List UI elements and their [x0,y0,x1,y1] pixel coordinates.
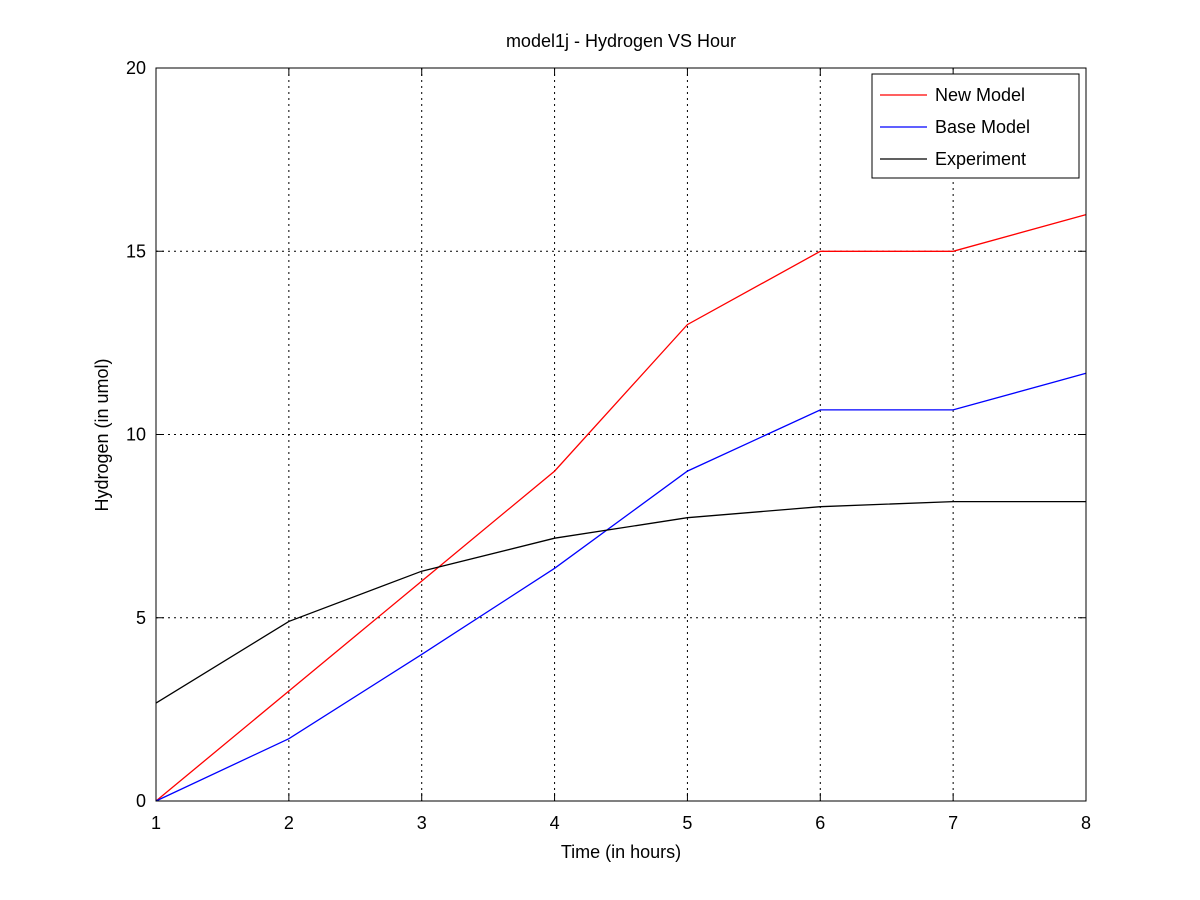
x-tick-label: 1 [151,813,161,833]
x-tick-label: 3 [417,813,427,833]
x-tick-label: 7 [948,813,958,833]
chart-title: model1j - Hydrogen VS Hour [506,31,736,51]
y-tick-label: 5 [136,608,146,628]
x-tick-label: 6 [815,813,825,833]
y-axis-title: Hydrogen (in umol) [92,358,112,511]
series-line-experiment [155,500,1086,704]
axis-ticks: 1 2 3 4 5 6 7 8 0 5 10 15 20 [126,58,1091,833]
legend-box [871,73,1080,179]
series-line-base-model [155,372,1087,802]
x-tick-label: 2 [284,813,294,833]
y-tick-label: 10 [126,425,146,445]
y-tick-label: 0 [136,791,146,811]
y-tick-label: 15 [126,241,146,261]
legend-label-new-model: New Model [935,85,1025,105]
x-tick-label: 4 [550,813,560,833]
legend: New Model Base Model Experiment [871,73,1080,179]
y-tick-label: 20 [126,58,146,78]
series-lines [155,213,1087,802]
legend-label-base-model: Base Model [935,117,1030,137]
x-tick-label: 8 [1081,813,1091,833]
x-tick-label: 5 [682,813,692,833]
legend-label-experiment: Experiment [935,149,1026,169]
x-axis-title: Time (in hours) [561,842,681,862]
series-line-new-model [155,213,1087,802]
